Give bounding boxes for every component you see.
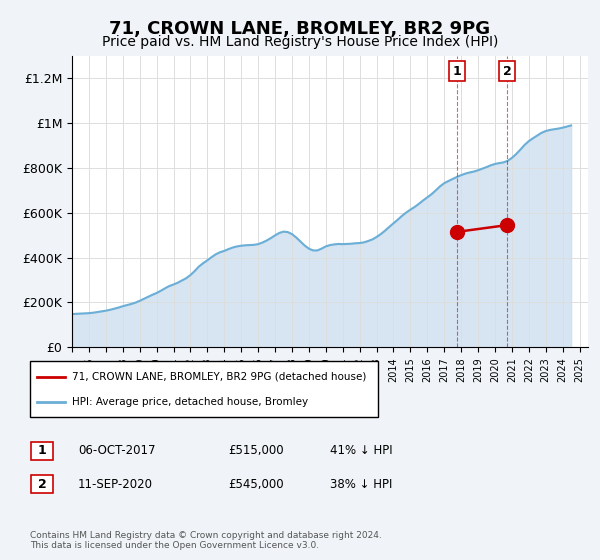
Text: HPI: Average price, detached house, Bromley: HPI: Average price, detached house, Brom… xyxy=(72,396,308,407)
Text: 1: 1 xyxy=(453,65,461,78)
Text: 06-OCT-2017: 06-OCT-2017 xyxy=(78,444,155,458)
Text: 11-SEP-2020: 11-SEP-2020 xyxy=(78,478,153,491)
Text: Price paid vs. HM Land Registry's House Price Index (HPI): Price paid vs. HM Land Registry's House … xyxy=(102,35,498,49)
Text: 2: 2 xyxy=(38,478,46,491)
Text: 1: 1 xyxy=(38,444,46,458)
Text: Contains HM Land Registry data © Crown copyright and database right 2024.
This d: Contains HM Land Registry data © Crown c… xyxy=(30,530,382,550)
FancyBboxPatch shape xyxy=(31,475,53,493)
Text: £545,000: £545,000 xyxy=(228,478,284,491)
Text: 2: 2 xyxy=(503,65,511,78)
FancyBboxPatch shape xyxy=(31,442,53,460)
FancyBboxPatch shape xyxy=(30,361,378,417)
Text: 71, CROWN LANE, BROMLEY, BR2 9PG: 71, CROWN LANE, BROMLEY, BR2 9PG xyxy=(109,20,491,38)
Text: 41% ↓ HPI: 41% ↓ HPI xyxy=(330,444,392,458)
Text: £515,000: £515,000 xyxy=(228,444,284,458)
Text: 71, CROWN LANE, BROMLEY, BR2 9PG (detached house): 71, CROWN LANE, BROMLEY, BR2 9PG (detach… xyxy=(72,372,366,382)
Text: 38% ↓ HPI: 38% ↓ HPI xyxy=(330,478,392,491)
